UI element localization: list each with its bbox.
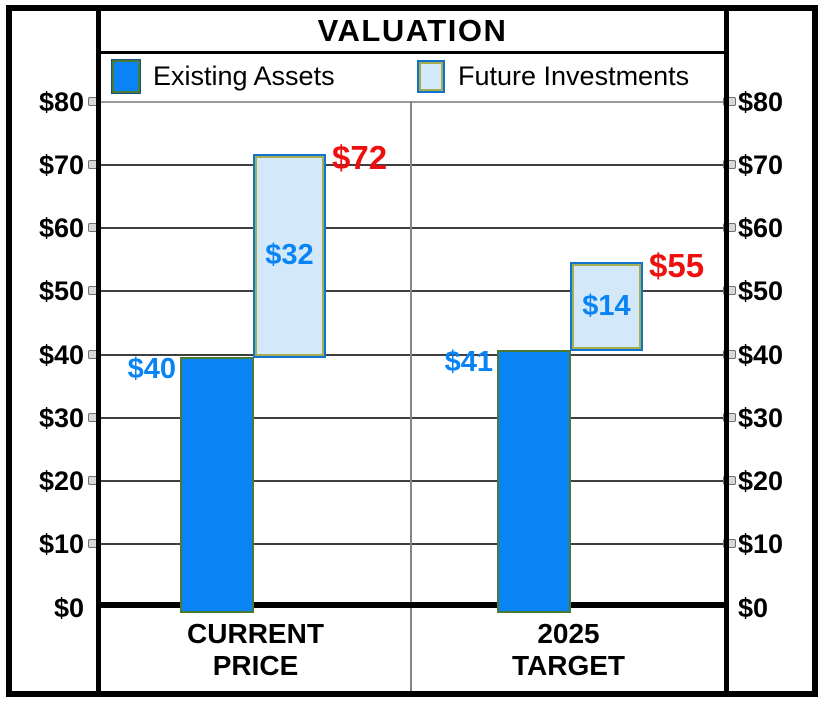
plot-right-border — [724, 11, 729, 691]
category-label-line: TARGET — [511, 650, 626, 681]
y-tick-label-right: $70 — [738, 150, 784, 180]
gridline — [101, 480, 724, 482]
total-label-2025-target: $55 — [649, 247, 705, 284]
gridline-handle-right[interactable] — [723, 97, 736, 106]
bar-existing-2025-target[interactable] — [497, 350, 571, 613]
gridline-handle-right[interactable] — [723, 413, 736, 422]
y-tick-label-left: $40 — [38, 340, 84, 370]
gridline-handle-right[interactable] — [723, 160, 736, 169]
category-label-line: CURRENT — [187, 618, 324, 649]
y-tick-label-right: $30 — [738, 403, 784, 433]
category-label-2025-target: 2025 TARGET — [413, 612, 724, 688]
legend-label-existing-assets: Existing Assets — [153, 60, 335, 91]
legend-item-existing-assets[interactable]: Existing Assets — [112, 56, 335, 96]
gridline-handle-right[interactable] — [723, 286, 736, 295]
y-tick-label-left: $60 — [38, 213, 84, 243]
gridline — [101, 227, 724, 229]
gridline-handle-right[interactable] — [723, 350, 736, 359]
y-tick-label-right: $0 — [738, 593, 769, 623]
y-tick-label-right: $60 — [738, 213, 784, 243]
gridline — [101, 290, 724, 292]
value-label-existing-2025-target: $41 — [444, 346, 493, 378]
y-tick-label-left: $20 — [38, 466, 84, 496]
gridline-handle-right[interactable] — [723, 223, 736, 232]
gridline — [101, 417, 724, 419]
category-label-line: PRICE — [212, 650, 299, 681]
y-tick-label-right: $80 — [738, 87, 784, 117]
chart-title-box: VALUATION — [101, 11, 724, 54]
bar-existing-current-price[interactable] — [180, 357, 254, 613]
y-tick-label-right: $10 — [738, 529, 784, 559]
gridline-handle-right[interactable] — [723, 539, 736, 548]
plot-left-border — [96, 11, 101, 691]
legend-label-future-investments: Future Investments — [458, 60, 690, 91]
value-label-future-current-price: $32 — [265, 239, 314, 271]
gridline — [101, 101, 724, 103]
y-tick-label-left: $50 — [38, 276, 84, 306]
gridline — [101, 354, 724, 356]
gridline — [101, 543, 724, 545]
legend-swatch-future-investments — [417, 59, 445, 93]
total-label-current-price: $72 — [332, 139, 388, 176]
category-divider-line — [410, 101, 412, 691]
legend-swatch-existing-assets — [112, 59, 140, 93]
y-tick-label-right: $20 — [738, 466, 784, 496]
y-tick-label-right: $50 — [738, 276, 784, 306]
value-label-existing-current-price: $40 — [127, 353, 176, 385]
chart-title: VALUATION — [317, 13, 508, 48]
gridline-handle-right[interactable] — [723, 476, 736, 485]
category-label-line: 2025 — [537, 618, 600, 649]
category-label-current-price: CURRENT PRICE — [101, 612, 410, 688]
y-tick-label-left: $0 — [53, 593, 84, 623]
y-tick-label-left: $30 — [38, 403, 84, 433]
x-axis-line — [96, 602, 729, 608]
gridline — [101, 164, 724, 166]
value-label-future-2025-target: $14 — [582, 290, 631, 322]
y-tick-label-left: $80 — [38, 87, 84, 117]
y-tick-label-right: $40 — [738, 340, 784, 370]
y-tick-label-left: $70 — [38, 150, 84, 180]
legend-item-future-investments[interactable]: Future Investments — [417, 56, 689, 96]
y-tick-label-left: $10 — [38, 529, 84, 559]
bar-future-2025-target[interactable] — [570, 262, 643, 351]
bar-future-current-price[interactable] — [253, 154, 326, 358]
